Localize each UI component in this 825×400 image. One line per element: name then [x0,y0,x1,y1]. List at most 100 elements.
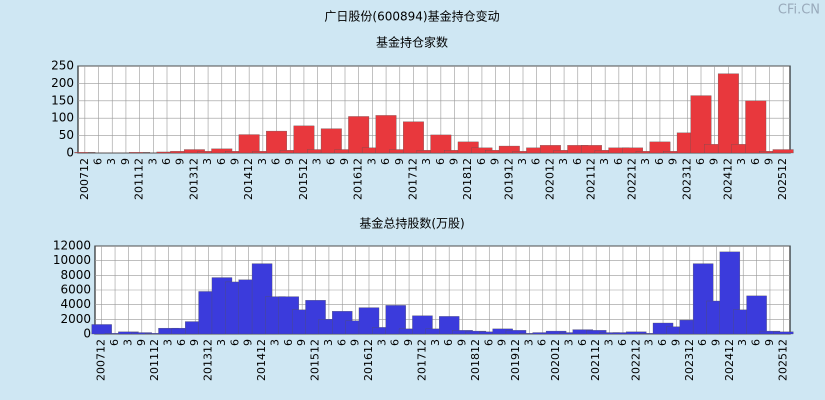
x-tick-label: 201412 [255,339,268,381]
y-tick-label: 100 [51,111,74,125]
x-tick-label: 6 [694,158,707,165]
x-tick-label: 9 [448,158,461,165]
x-tick-label: 6 [282,339,295,346]
x-tick-label: 3 [429,339,442,346]
x-tick-label: 201712 [415,339,428,381]
bar [457,141,479,154]
x-tick-label: 6 [92,158,105,165]
x-tick-label: 6 [475,158,488,165]
x-tick-label: 202212 [629,339,642,381]
x-tick-label: 6 [536,339,549,346]
chart-title: 基金持仓家数 [376,35,448,50]
x-tick-label: 3 [365,158,378,165]
x-tick-label: 9 [709,339,722,346]
x-tick-label: 6 [696,339,709,346]
x-tick-label: 202012 [549,339,562,381]
x-tick-label: 6 [442,339,455,346]
x-tick-label: 9 [496,339,509,346]
x-tick-label: 201612 [352,158,365,200]
bar [293,125,315,154]
x-tick-label: 6 [749,158,762,165]
x-tick-label: 3 [311,158,324,165]
x-tick-label: 9 [393,158,406,165]
bar [91,324,112,335]
x-tick-label: 201112 [148,339,161,381]
bar [626,331,647,335]
bar [505,330,527,335]
x-tick-label: 9 [762,158,775,165]
x-tick-label: 9 [174,158,187,165]
x-tick-label: 202412 [723,339,736,381]
x-tick-label: 6 [434,158,447,165]
x-tick-label: 3 [201,158,214,165]
x-tick-label: 3 [735,158,748,165]
y-tick-label: 0 [66,146,74,160]
page-title: 广日股份(600894)基金持仓变动 [324,9,499,24]
x-tick-label: 202512 [776,339,789,381]
x-tick-label: 201712 [406,158,419,200]
x-tick-label: 6 [530,158,543,165]
x-tick-label: 6 [228,339,241,346]
x-tick-label: 6 [576,339,589,346]
x-tick-label: 201312 [202,339,215,381]
x-tick-label: 202212 [626,158,639,200]
bar [348,116,370,154]
bar [539,145,561,154]
x-tick-label: 9 [295,339,308,346]
x-tick-label: 9 [242,339,255,346]
bar [581,145,602,154]
x-tick-label: 3 [420,158,433,165]
x-tick-label: 3 [736,339,749,346]
y-tick-label: 250 [51,59,74,73]
y-tick-label: 4000 [60,297,91,311]
x-tick-label: 9 [188,339,201,346]
x-tick-label: 9 [669,339,682,346]
bar [649,141,671,154]
x-tick-label: 6 [571,158,584,165]
bar [772,149,794,154]
x-tick-label: 3 [268,339,281,346]
y-tick-label: 150 [51,93,74,107]
x-tick-label: 9 [119,158,132,165]
x-tick-label: 6 [160,158,173,165]
x-tick-label: 201312 [187,158,200,200]
x-tick-label: 6 [175,339,188,346]
x-tick-label: 6 [108,339,121,346]
x-tick-label: 6 [616,339,629,346]
x-tick-label: 3 [557,158,570,165]
x-tick-label: 9 [667,158,680,165]
x-tick-label: 9 [456,339,469,346]
x-tick-label: 6 [215,158,228,165]
y-tick-label: 50 [59,128,74,142]
x-tick-label: 202312 [683,339,696,381]
bar [375,115,397,154]
x-tick-label: 201912 [502,158,515,200]
y-tick-label: 10000 [53,253,91,267]
x-tick-label: 3 [375,339,388,346]
y-tick-label: 200 [51,76,74,90]
x-tick-label: 3 [322,339,335,346]
x-tick-label: 202112 [584,158,597,200]
y-tick-label: 12000 [53,239,91,253]
x-tick-label: 201112 [133,158,146,200]
x-tick-label: 3 [162,339,175,346]
x-tick-label: 9 [338,158,351,165]
x-tick-label: 3 [603,339,616,346]
bar [439,316,460,335]
bar [403,121,424,154]
bar [746,295,767,335]
x-tick-label: 3 [516,158,529,165]
x-tick-label: 3 [639,158,652,165]
x-tick-label: 3 [105,158,118,165]
x-tick-label: 201912 [509,339,522,381]
bar [320,128,342,154]
x-tick-label: 9 [489,158,502,165]
x-tick-label: 3 [562,339,575,346]
x-tick-label: 9 [708,158,721,165]
x-tick-label: 3 [598,158,611,165]
bar [622,147,643,154]
x-tick-label: 3 [256,158,269,165]
x-tick-label: 6 [389,339,402,346]
x-tick-label: 3 [121,339,134,346]
